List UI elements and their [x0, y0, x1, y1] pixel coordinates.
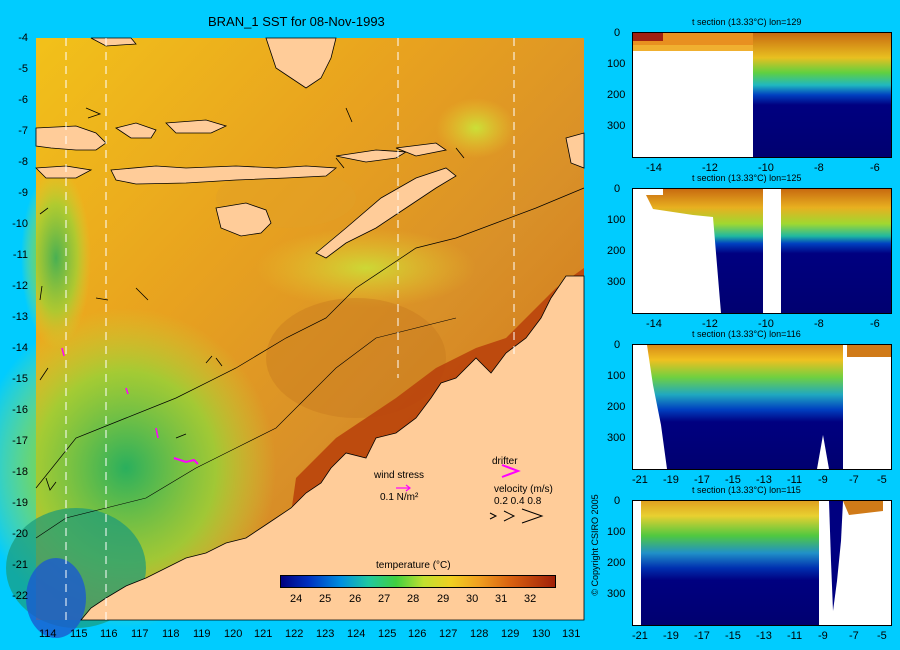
colorbar-title: temperature (°C) [376, 560, 451, 571]
main-map-title: BRAN_1 SST for 08-Nov-1993 [208, 14, 385, 29]
section-3-canvas [633, 345, 891, 469]
wind-stress-arrow-icon [396, 484, 411, 492]
section-1-canvas [633, 33, 891, 157]
drifter-symbol-icon [501, 464, 521, 478]
drifter-label: drifter [492, 456, 518, 467]
section-4-canvas [633, 501, 891, 625]
main-map-panel: wind stress 0.1 N/m² drifter velocity (m… [0, 37, 585, 638]
velocity-arrows-icon [489, 508, 544, 524]
section-2-canvas [633, 189, 891, 313]
wind-stress-scale: 0.1 N/m² [380, 492, 419, 503]
velocity-label: velocity (m/s) [494, 484, 553, 495]
section-3-plot [632, 344, 892, 470]
section-2-title: t section (13.33°C) lon=125 [692, 173, 802, 183]
section-2-plot [632, 188, 892, 314]
wind-stress-label: wind stress [374, 470, 425, 481]
section-4-plot [632, 500, 892, 626]
velocity-scale: 0.2 0.4 0.8 [494, 496, 542, 507]
copyright-text: © Copyright CSIRO 2005 [590, 494, 600, 596]
section-1-title: t section (13.33°C) lon=129 [692, 17, 802, 27]
section-4-title: t section (13.33°C) lon=115 [692, 485, 801, 495]
section-3-title: t section (13.33°C) lon=116 [692, 329, 801, 339]
sst-map-canvas [0, 37, 585, 638]
colorbar [280, 575, 556, 588]
section-1-plot [632, 32, 892, 158]
